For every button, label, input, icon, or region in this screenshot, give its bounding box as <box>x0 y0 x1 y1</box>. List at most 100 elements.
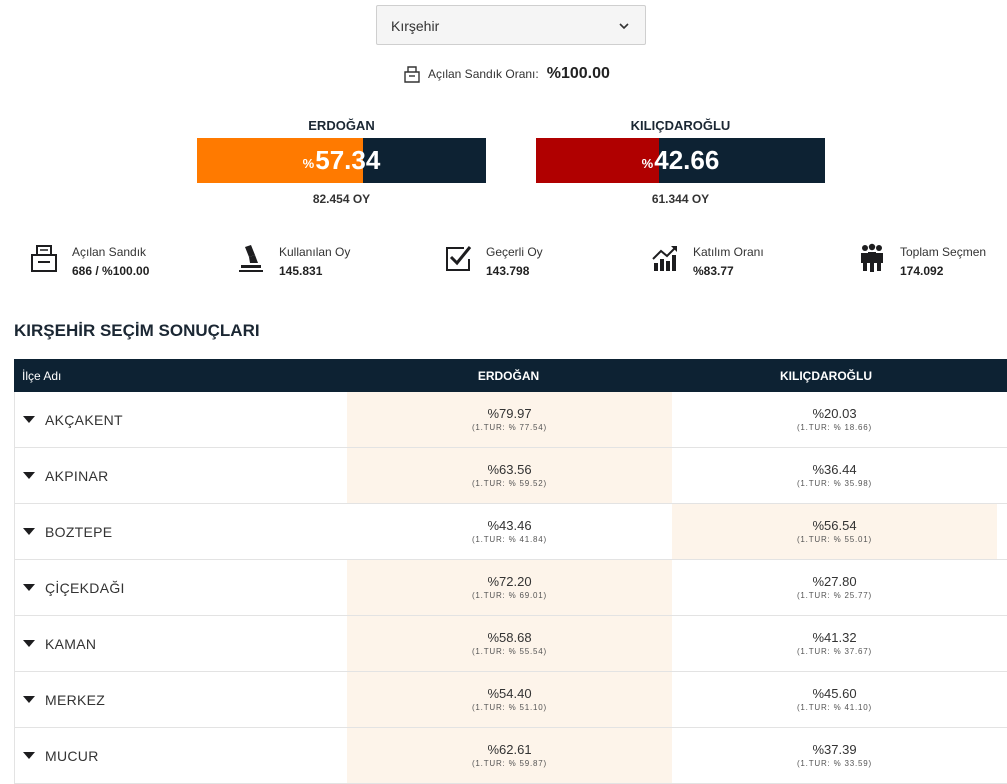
candidate-percent: 57.34 <box>315 145 381 175</box>
table-row[interactable]: KAMAN %58.68 (1.TUR: % 55.54) %41.32 (1.TUR:… <box>14 616 1007 672</box>
candidate-a-percent: %62.61 <box>487 742 532 757</box>
table-row[interactable]: MERKEZ %54.40 (1.TUR: % 51.10) %45.60 (1.TUR… <box>14 672 1007 728</box>
candidate-b-percent: %36.44 <box>812 462 857 477</box>
district-name: ÇİÇEKDAĞI <box>45 579 125 596</box>
stat-label: Geçerli Oy <box>486 245 543 259</box>
stat-value: 174.092 <box>900 264 944 278</box>
candidate-a-percent: %63.56 <box>487 462 532 477</box>
candidate-b-percent: %20.03 <box>812 406 857 421</box>
table-row[interactable]: AKPINAR %63.56 (1.TUR: % 59.52) %36.44 (1.TU… <box>14 448 1007 504</box>
candidate-a-cell: %58.68 (1.TUR: % 55.54) <box>347 616 672 671</box>
header-candidate-a: ERDOĞAN <box>477 368 540 383</box>
result-bar: % 57.34 <box>197 138 486 183</box>
candidate-a-percent: %54.40 <box>487 686 532 701</box>
expand-triangle-icon[interactable] <box>23 472 35 479</box>
candidate-a-first-round: (1.TUR: % 59.52) <box>471 479 548 488</box>
candidate-kilicdaroglu: KILIÇDAROĞLU % 42.66 61.344 OY <box>536 118 825 206</box>
district-cell[interactable]: MUCUR <box>15 728 347 783</box>
expand-triangle-icon[interactable] <box>23 752 35 759</box>
district-cell[interactable]: KAMAN <box>15 616 347 671</box>
candidate-b-first-round: (1.TUR: % 33.59) <box>796 759 873 768</box>
candidate-a-first-round: (1.TUR: % 59.87) <box>471 759 548 768</box>
candidate-b-cell: %41.32 (1.TUR: % 37.67) <box>672 616 997 671</box>
percent-symbol: % <box>302 156 315 171</box>
candidate-a-percent: %72.20 <box>487 574 532 589</box>
district-name: AKPINAR <box>45 467 109 484</box>
candidate-b-cell: %56.54 (1.TUR: % 55.01) <box>672 504 997 559</box>
district-name: MERKEZ <box>45 691 106 708</box>
opened-ratio-value: %100.00 <box>546 65 610 82</box>
candidate-b-percent: %37.39 <box>812 742 857 757</box>
percent-symbol: % <box>641 156 654 171</box>
candidate-b-cell: %20.03 (1.TUR: % 18.66) <box>672 392 997 447</box>
candidate-b-percent: %41.32 <box>812 630 857 645</box>
expand-triangle-icon[interactable] <box>23 416 35 423</box>
stat-value: %83.77 <box>693 264 734 278</box>
result-bar-fill <box>197 138 363 183</box>
district-cell[interactable]: ÇİÇEKDAĞI <box>15 560 347 615</box>
candidate-a-cell: %72.20 (1.TUR: % 69.01) <box>347 560 672 615</box>
chevron-down-icon <box>619 23 629 30</box>
candidate-a-percent: %79.97 <box>487 406 532 421</box>
candidate-a-percent: %58.68 <box>487 630 532 645</box>
candidate-name: KILIÇDAROĞLU <box>630 118 731 133</box>
district-cell[interactable]: AKPINAR <box>15 448 347 503</box>
table-row[interactable]: AKÇAKENT %79.97 (1.TUR: % 77.54) %20.03 (1.T… <box>14 392 1007 448</box>
result-bar: % 42.66 <box>536 138 825 183</box>
district-name: BOZTEPE <box>45 523 113 540</box>
candidate-b-percent: %45.60 <box>812 686 857 701</box>
province-select[interactable]: Kırşehir <box>376 5 646 45</box>
expand-triangle-icon[interactable] <box>23 696 35 703</box>
candidate-b-percent: %27.80 <box>812 574 857 589</box>
candidate-a-first-round: (1.TUR: % 41.84) <box>471 535 548 544</box>
stat-opened-ballots: Açılan Sandık 686 / %100.00 <box>30 243 149 281</box>
candidate-b-first-round: (1.TUR: % 41.10) <box>796 703 873 712</box>
candidate-b-first-round: (1.TUR: % 18.66) <box>796 423 873 432</box>
candidate-a-cell: %63.56 (1.TUR: % 59.52) <box>347 448 672 503</box>
stat-value: 686 / %100.00 <box>72 264 150 278</box>
candidate-b-first-round: (1.TUR: % 35.98) <box>796 479 873 488</box>
table-row[interactable]: BOZTEPE %43.46 (1.TUR: % 41.84) %56.54 (1.TU… <box>14 504 1007 560</box>
ballot-box-icon <box>404 66 420 83</box>
expand-triangle-icon[interactable] <box>23 640 35 647</box>
candidate-a-cell: %43.46 (1.TUR: % 41.84) <box>347 504 672 559</box>
candidate-a-cell: %79.97 (1.TUR: % 77.54) <box>347 392 672 447</box>
stat-value: 143.798 <box>486 264 530 278</box>
candidate-erdogan: ERDOĞAN % 57.34 82.454 OY <box>197 118 486 206</box>
expand-triangle-icon[interactable] <box>23 584 35 591</box>
candidate-b-first-round: (1.TUR: % 55.01) <box>796 535 873 544</box>
candidate-a-cell: %54.40 (1.TUR: % 51.10) <box>347 672 672 727</box>
candidate-a-percent: %43.46 <box>487 518 532 533</box>
district-cell[interactable]: AKÇAKENT <box>15 392 347 447</box>
candidate-votes: 61.344 OY <box>651 192 710 206</box>
stat-value: 145.831 <box>279 264 323 278</box>
candidate-b-first-round: (1.TUR: % 25.77) <box>796 591 873 600</box>
table-header: İlçe Adı ERDOĞAN KILIÇDAROĞLU <box>14 359 1007 392</box>
district-name: AKÇAKENT <box>45 411 123 428</box>
expand-triangle-icon[interactable] <box>23 528 35 535</box>
candidate-votes: 82.454 OY <box>312 192 371 206</box>
province-select-value: Kırşehir <box>391 18 440 34</box>
stat-used-votes: Kullanılan Oy 145.831 <box>237 243 350 281</box>
candidate-name: ERDOĞAN <box>308 118 375 133</box>
section-title: KIRŞEHİR SEÇİM SONUÇLARI <box>14 321 260 340</box>
candidate-a-first-round: (1.TUR: % 55.54) <box>471 647 548 656</box>
candidate-percent: 42.66 <box>654 145 720 175</box>
candidate-b-cell: %37.39 (1.TUR: % 33.59) <box>672 728 997 783</box>
people-icon <box>861 243 883 272</box>
stat-turnout: Katılım Oranı %83.77 <box>651 243 764 281</box>
voting-hand-icon <box>239 245 263 272</box>
results-table: İlçe Adı ERDOĞAN KILIÇDAROĞLU AKÇAKENT %7… <box>14 359 1007 784</box>
table-row[interactable]: ÇİÇEKDAĞI %72.20 (1.TUR: % 69.01) %27.80 (1.… <box>14 560 1007 616</box>
candidate-a-first-round: (1.TUR: % 51.10) <box>471 703 548 712</box>
district-cell[interactable]: MERKEZ <box>15 672 347 727</box>
candidate-b-cell: %36.44 (1.TUR: % 35.98) <box>672 448 997 503</box>
table-row[interactable]: MUCUR %62.61 (1.TUR: % 59.87) %37.39 (1.TUR:… <box>14 728 1007 784</box>
stat-label: Toplam Seçmen <box>900 245 987 259</box>
district-cell[interactable]: BOZTEPE <box>15 504 347 559</box>
ballot-box-icon <box>31 245 57 272</box>
stat-label: Kullanılan Oy <box>279 245 351 259</box>
result-bar-fill <box>536 138 660 183</box>
growth-chart-icon <box>652 246 677 271</box>
stat-label: Katılım Oranı <box>693 245 764 259</box>
